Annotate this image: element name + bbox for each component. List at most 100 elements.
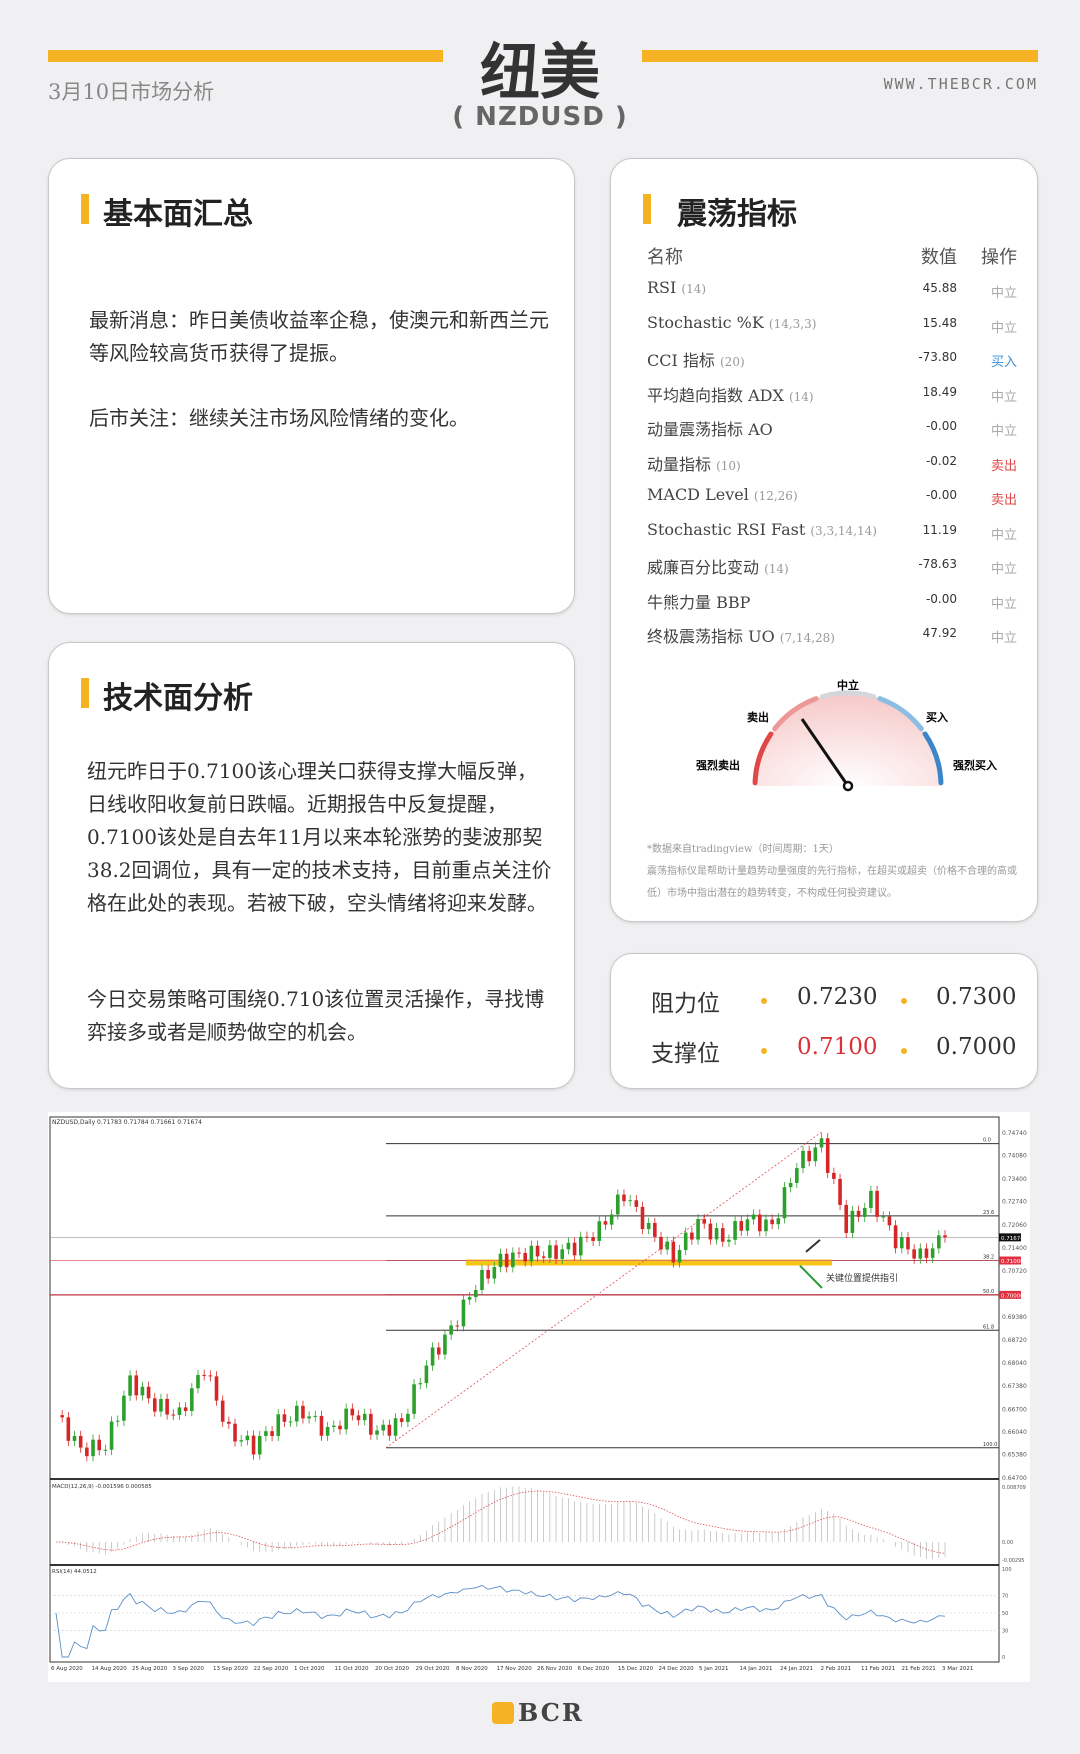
candle-body [733,1221,737,1240]
candle-body [548,1245,552,1258]
header-bar-left [48,50,443,62]
candle-body [393,1418,398,1436]
oscillator-header: 名称 数值 操作 [647,243,1017,268]
oscillator-row: 终极震荡指标 UO (7,14,28) 47.92 中立 [647,623,1017,647]
candle-body [838,1178,842,1205]
oscillator-card: 震荡指标 名称 数值 操作 RSI (14) 45.88 中立 Stochastic … [610,158,1038,922]
price-marker-text: 0.71000 [1001,1259,1024,1265]
candle-body [78,1435,83,1448]
date-tick: 29 Oct 2020 [416,1666,451,1672]
oscillator-row: 威廉百分比变动 (14) -78.63 中立 [647,554,1017,578]
date-tick: 21 Feb 2021 [902,1666,936,1672]
oscillator-name: 动量震荡指标 AO [647,420,773,439]
price-marker [999,1233,1021,1242]
oscillator-name: RSI (14) [647,278,707,297]
candle-body [659,1236,663,1250]
candle-body [344,1408,348,1430]
gauge-segment [819,690,877,700]
candle-body [109,1421,114,1450]
candle-body [276,1414,281,1436]
candle-body [307,1416,311,1419]
logo-mark-icon [492,1702,514,1724]
candle-body [887,1216,892,1226]
oscillator-value: 11.19 [922,522,957,537]
fib-label: 0.0 [983,1138,991,1144]
page-title: 纽美 [480,38,600,108]
oscillator-value: -73.80 [918,350,957,364]
price-chart: 0.74740 0.74080 0.73400 0.72740 0.72060 0.714… [48,1112,1030,1682]
resistance-2: 0.7300 [936,984,1017,1010]
candle-body [498,1253,503,1268]
candle-body [615,1194,620,1215]
rsi-label: RSI(14) 44.0512 [52,1569,97,1575]
gauge-needle [800,718,850,787]
price-tick: 0.72740 [1002,1199,1027,1206]
bullet-icon [901,998,907,1004]
candle-body [474,1289,478,1298]
oscillator-name: 平均趋向指数 ADX (14) [647,385,814,405]
candle-body [893,1225,898,1249]
price-tick: 0.74080 [1002,1153,1027,1160]
candle-body [375,1430,379,1435]
oscillator-action: 中立 [990,596,1017,612]
candle-body [171,1414,176,1416]
candle-body [325,1427,330,1436]
macd-signal-line [55,1490,946,1554]
candle-body [609,1214,614,1225]
gauge-segment [772,696,819,732]
candle-body [764,1219,768,1232]
candle-body [813,1147,818,1162]
oscillator-value: 45.88 [922,281,957,295]
candle-body [430,1347,435,1366]
oscillator-value: -78.63 [918,557,957,571]
candle-body [745,1219,750,1231]
rsi-tick: 50 [1002,1611,1008,1617]
date-tick: 24 Dec 2020 [659,1666,695,1672]
oscillator-action: 中立 [990,424,1017,439]
candle-body [85,1447,89,1457]
candle-body [739,1221,744,1231]
date-tick: 17 Nov 2020 [497,1666,533,1672]
oscillator-value: -0.00 [925,488,957,502]
candle-body [708,1223,713,1240]
date-tick: 6 Dec 2020 [578,1666,610,1672]
candle-body [146,1386,151,1399]
candle-body [720,1228,725,1242]
oscillator-row: 牛熊力量 BBP -0.00 中立 [647,589,1017,613]
technical-card: 技术面分析 纽元昨日于0.7100该心理关口获得支撑大幅反弹，日线收阳收复前日跌… [48,642,575,1089]
date-tick: 6 Aug 2020 [51,1666,83,1672]
price-tick: 0.73400 [1002,1176,1027,1183]
price-tick: 0.68720 [1002,1337,1027,1344]
candle-body [677,1250,682,1263]
oscillator-row: CCI 指标 (20) -73.80 买入 [647,347,1017,371]
oscillator-name: 威廉百分比变动 (14) [647,558,789,577]
candle-body [60,1415,64,1418]
candle-body [461,1299,466,1327]
oscillator-name: Stochastic %K (14,3,3) [647,312,817,332]
candle-body [683,1232,688,1251]
candle-body [603,1221,608,1225]
oscillator-action: 中立 [990,389,1017,405]
date-tick: 3 Mar 2021 [942,1666,973,1672]
rsi-tick: 30 [1002,1629,1008,1635]
col-name: 名称 [647,247,683,268]
candle-body [795,1168,799,1183]
candle-body [72,1435,77,1441]
footer-logo: BCR [492,1698,584,1727]
bullet-icon [901,1048,907,1054]
resistance-label: 阻力位 [651,991,720,1017]
levels-card: 阻力位 0.7230 0.7300 支撑位 0.7100 0.7000 [610,953,1038,1089]
down-arrow-icon [799,1264,823,1289]
candle-body [97,1439,102,1451]
candle-body [702,1219,707,1224]
oscillator-value: 18.49 [922,384,957,399]
oscillator-value: -0.02 [925,453,957,468]
page-subtitle: ( NZDUSD ) [452,102,628,132]
candle-body [943,1235,947,1238]
date-tick: 26 Nov 2020 [537,1666,573,1672]
candle-body [220,1400,225,1422]
candle-body [924,1248,929,1258]
macd-tick: 0.008709 [1002,1485,1026,1491]
fundamental-outlook: 后市关注：继续关注市场风险情绪的变化。 [89,406,469,430]
price-tick: 0.68040 [1002,1360,1027,1367]
